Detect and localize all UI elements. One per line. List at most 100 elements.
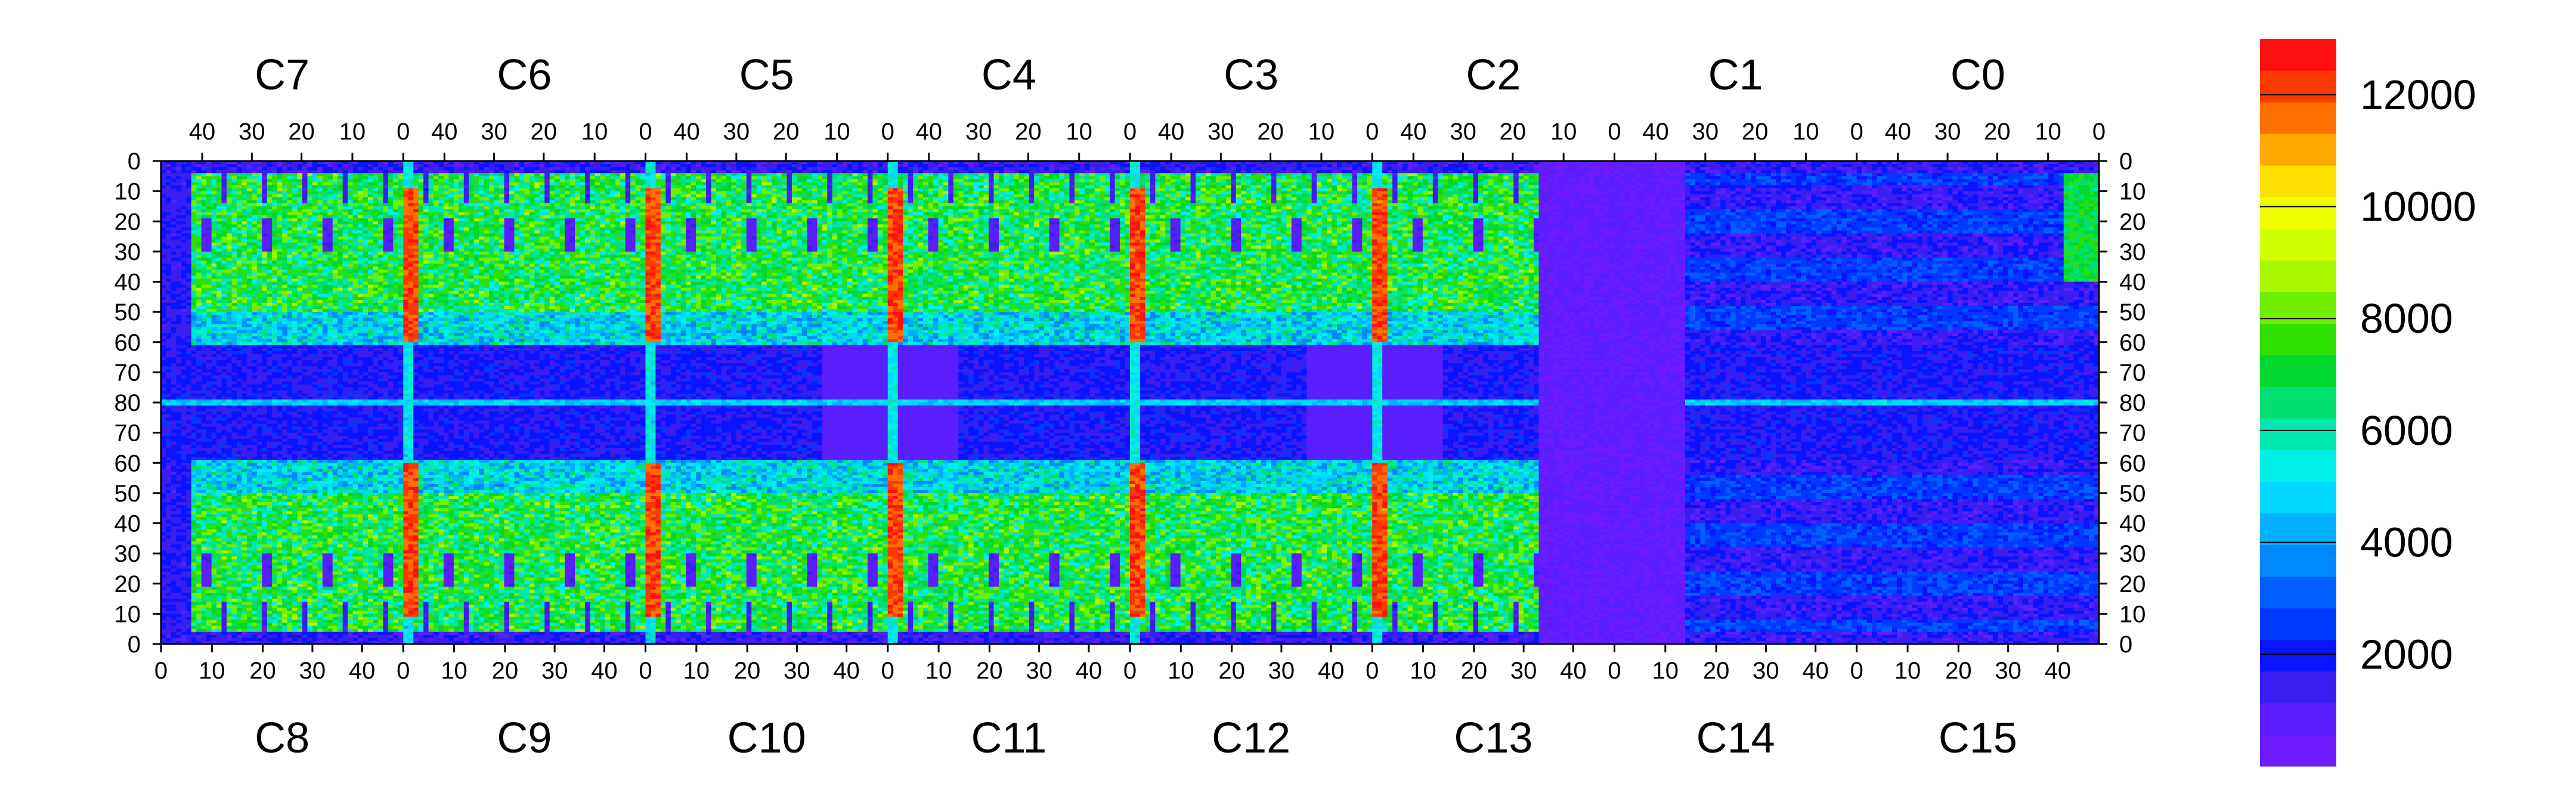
heatmap-cell bbox=[212, 611, 217, 614]
heatmap-cell bbox=[206, 294, 212, 297]
heatmap-cell bbox=[166, 288, 171, 291]
heatmap-cell bbox=[171, 478, 177, 481]
heatmap-cell bbox=[212, 575, 217, 578]
heatmap-cell bbox=[181, 291, 187, 294]
heatmap-cell bbox=[181, 261, 187, 264]
heatmap-cell bbox=[166, 544, 171, 547]
heatmap-cell bbox=[181, 614, 187, 617]
heatmap-cell bbox=[176, 524, 181, 527]
heatmap-cell bbox=[171, 448, 177, 451]
heatmap-cell bbox=[171, 309, 177, 312]
heatmap-cell bbox=[191, 511, 197, 514]
heatmap-cell bbox=[191, 234, 197, 237]
heatmap-cell bbox=[206, 203, 212, 206]
heatmap-cell bbox=[216, 188, 222, 191]
heatmap-cell bbox=[191, 385, 197, 388]
heatmap-cell bbox=[202, 463, 207, 466]
heatmap-cell bbox=[202, 306, 207, 309]
heatmap-cell bbox=[212, 203, 217, 206]
heatmap-cell bbox=[202, 218, 207, 221]
heatmap-cell bbox=[176, 559, 181, 562]
heatmap-cell bbox=[212, 191, 217, 194]
heatmap-cell bbox=[206, 369, 212, 372]
heatmap-cell bbox=[191, 182, 197, 185]
heatmap-cell bbox=[186, 427, 191, 430]
heatmap-cell bbox=[166, 270, 171, 273]
heatmap-cell bbox=[186, 442, 191, 445]
heatmap-cell bbox=[202, 635, 207, 638]
heatmap-cell bbox=[206, 565, 212, 568]
heatmap-cell bbox=[181, 493, 187, 496]
heatmap-cell bbox=[176, 527, 181, 530]
heatmap-cell bbox=[181, 541, 187, 544]
heatmap-cell bbox=[186, 164, 191, 167]
heatmap-cell bbox=[202, 487, 207, 490]
heatmap-cell bbox=[166, 524, 171, 527]
heatmap-cell bbox=[171, 336, 177, 339]
heatmap-cell bbox=[202, 357, 207, 360]
heatmap-cell bbox=[206, 541, 212, 544]
heatmap-cell bbox=[206, 267, 212, 270]
heatmap-cell bbox=[191, 240, 197, 243]
heatmap-cell bbox=[216, 246, 222, 249]
heatmap-cell bbox=[196, 614, 202, 617]
heatmap-cell bbox=[186, 363, 191, 366]
heatmap-cell bbox=[186, 433, 191, 436]
heatmap-cell bbox=[191, 596, 197, 599]
heatmap-cell bbox=[176, 517, 181, 520]
heatmap-cell bbox=[202, 524, 207, 527]
heatmap-cell bbox=[196, 252, 202, 255]
heatmap-cell bbox=[191, 499, 197, 502]
heatmap-cell bbox=[206, 336, 212, 339]
heatmap-cell bbox=[196, 330, 202, 333]
heatmap-cell bbox=[196, 375, 202, 378]
heatmap-cell bbox=[181, 629, 187, 632]
heatmap-cell bbox=[202, 505, 207, 508]
heatmap-cell bbox=[176, 623, 181, 626]
heatmap-cell bbox=[171, 559, 177, 562]
heatmap-cell bbox=[202, 608, 207, 611]
heatmap-cell bbox=[186, 348, 191, 351]
heatmap-cell bbox=[216, 342, 222, 345]
heatmap-cell bbox=[206, 508, 212, 511]
heatmap-cell bbox=[171, 544, 177, 547]
heatmap-cell bbox=[196, 553, 202, 556]
heatmap-cell bbox=[176, 212, 181, 215]
heatmap-cell bbox=[216, 312, 222, 315]
heatmap-cell bbox=[181, 246, 187, 249]
heatmap-cell bbox=[196, 306, 202, 309]
heatmap-cell bbox=[191, 261, 197, 264]
heatmap-cell bbox=[216, 194, 222, 197]
heatmap-cell bbox=[166, 182, 171, 185]
heatmap-cell bbox=[186, 357, 191, 360]
heatmap-cell bbox=[216, 306, 222, 309]
heatmap-cell bbox=[171, 348, 177, 351]
heatmap-cell bbox=[202, 411, 207, 414]
heatmap-cell bbox=[166, 218, 171, 221]
heatmap-cell bbox=[196, 565, 202, 568]
heatmap-cell bbox=[166, 608, 171, 611]
heatmap-cell bbox=[186, 481, 191, 484]
heatmap-cell bbox=[206, 584, 212, 587]
heatmap-cell bbox=[216, 264, 222, 267]
heatmap-cell bbox=[186, 388, 191, 391]
heatmap-cell bbox=[181, 164, 187, 167]
heatmap-cell bbox=[181, 397, 187, 400]
heatmap-cell bbox=[166, 191, 171, 194]
heatmap-cell bbox=[196, 333, 202, 336]
heatmap-cell bbox=[206, 587, 212, 590]
heatmap-cell bbox=[202, 502, 207, 505]
heatmap-cell bbox=[191, 635, 197, 638]
heatmap-cell bbox=[196, 345, 202, 348]
heatmap-cell bbox=[191, 417, 197, 420]
heatmap-cell bbox=[176, 191, 181, 194]
heatmap-cell bbox=[191, 427, 197, 430]
heatmap-cell bbox=[176, 397, 181, 400]
heatmap-cell bbox=[196, 457, 202, 460]
heatmap-cell bbox=[191, 282, 197, 285]
heatmap-cell bbox=[212, 626, 217, 629]
heatmap-cell bbox=[191, 391, 197, 394]
heatmap-cell bbox=[186, 297, 191, 300]
heatmap-cell bbox=[196, 324, 202, 327]
heatmap-cell bbox=[191, 620, 197, 623]
